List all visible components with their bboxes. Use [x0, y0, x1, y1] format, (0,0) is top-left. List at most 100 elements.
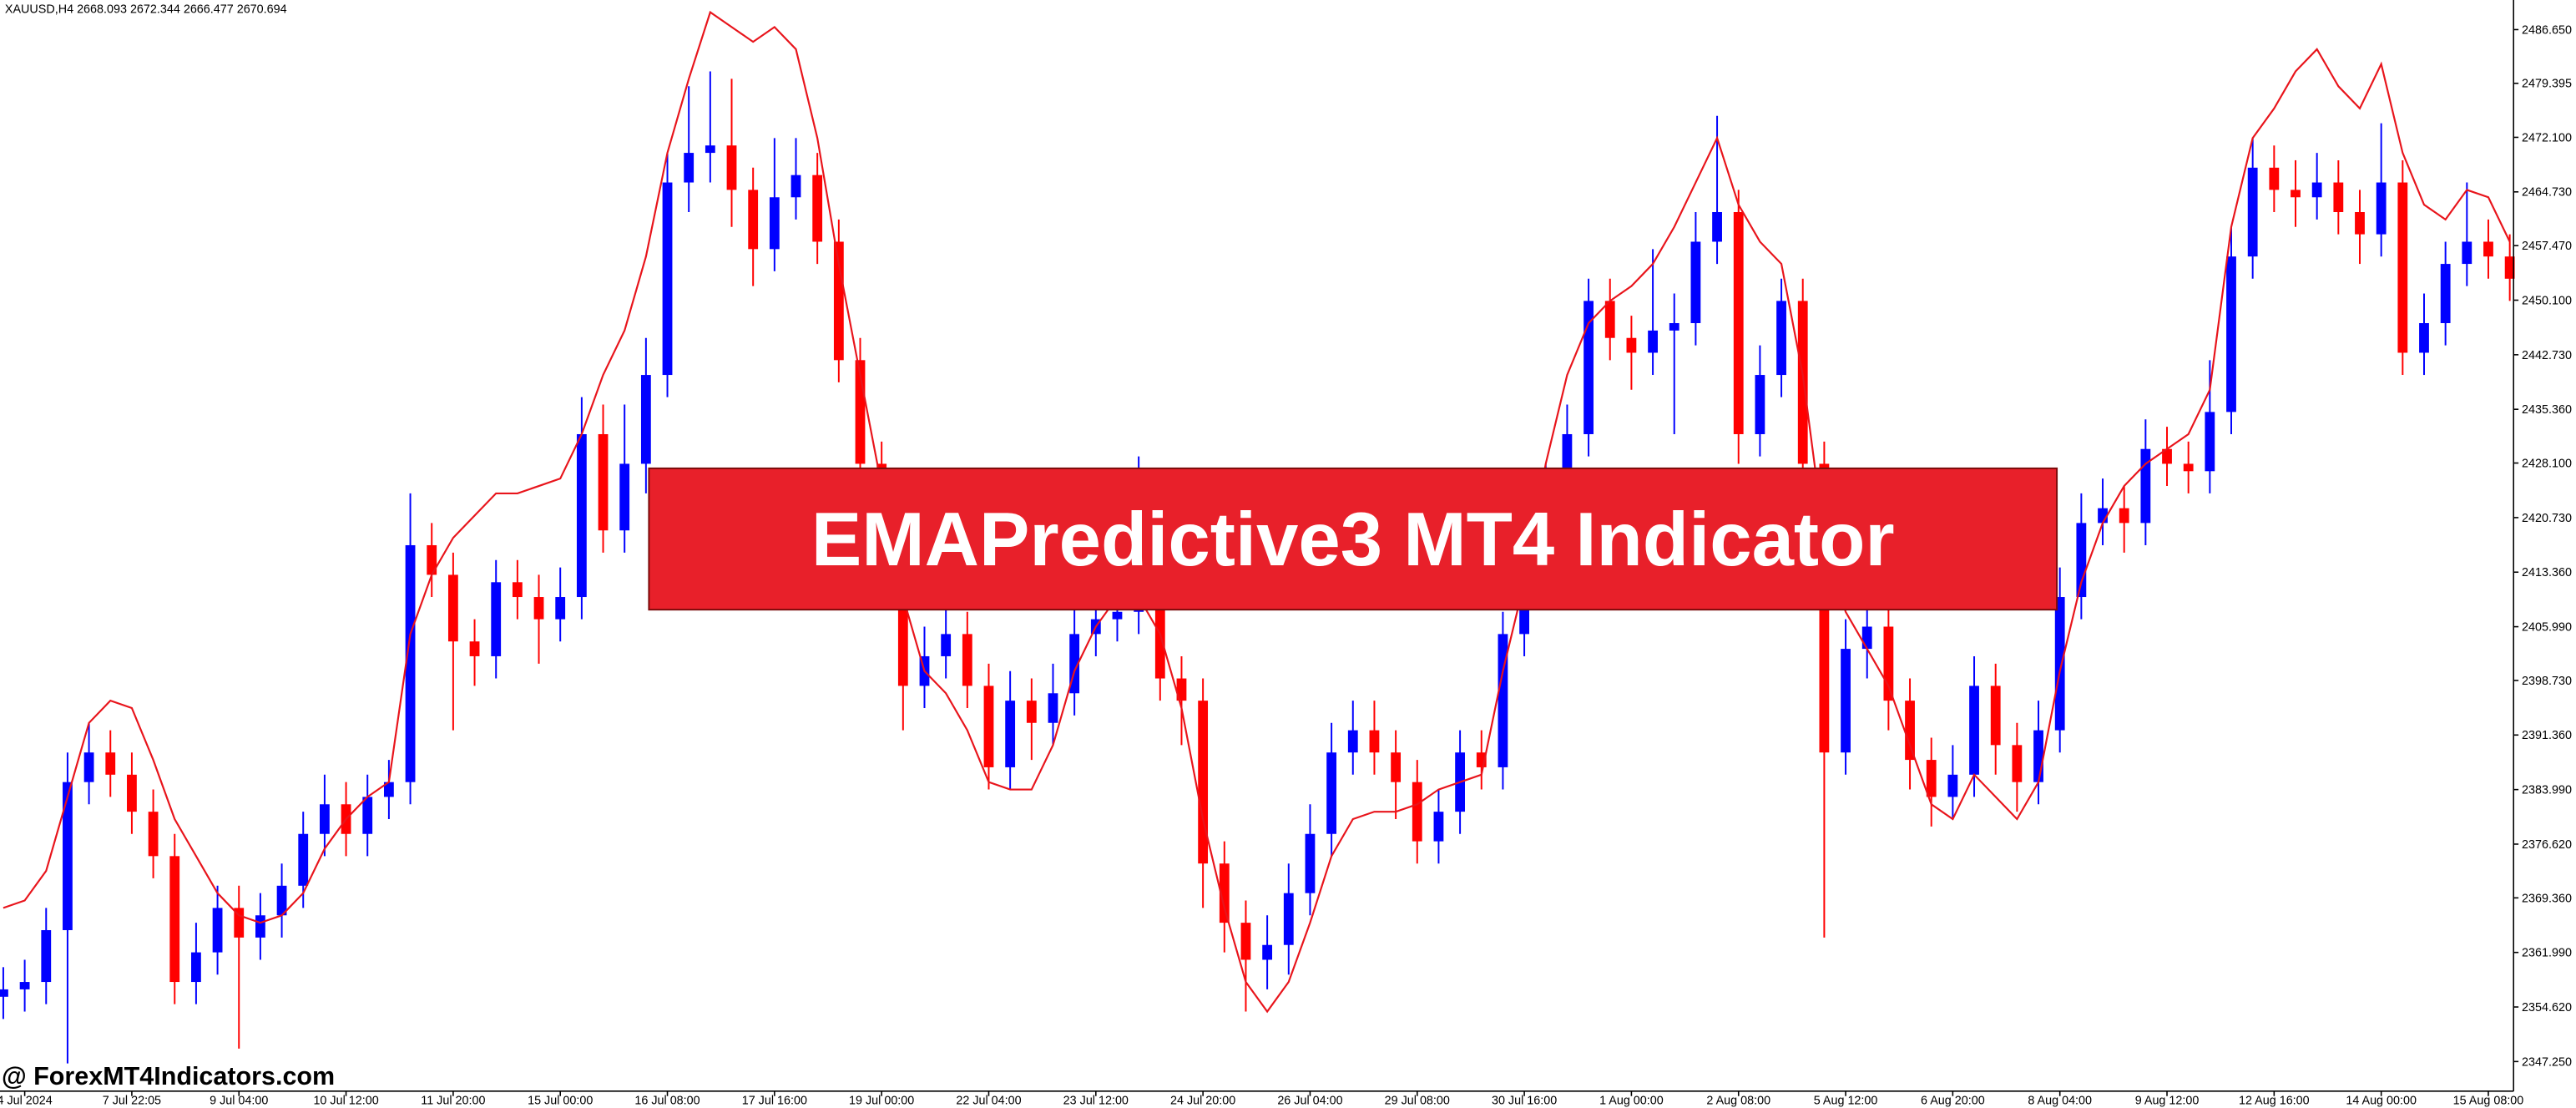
x-tick-label: 17 Jul 16:00 [742, 1095, 807, 1108]
candle-body [2205, 412, 2215, 472]
candle-body [833, 241, 844, 361]
x-tick-label: 7 Jul 22:05 [103, 1095, 161, 1108]
candle-body [1733, 212, 1744, 434]
x-tick-label: 6 Aug 20:00 [1921, 1095, 1985, 1108]
candle-body [1305, 833, 1316, 893]
candle-body [1347, 730, 1358, 753]
candle-body [1112, 611, 1123, 620]
candle-body [2376, 182, 2387, 235]
candle-body [1005, 701, 1016, 767]
candle-body [2119, 508, 2129, 524]
candle-body [1154, 597, 1165, 679]
candle-body [234, 908, 245, 938]
candle-body [533, 597, 544, 620]
candle-body [148, 812, 159, 857]
candle-body [598, 433, 609, 531]
y-tick-label: 2442.730 [2522, 349, 2572, 362]
x-tick-label: 15 Aug 08:00 [2453, 1095, 2524, 1108]
banner-text: EMAPredictive3 MT4 Indicator [811, 498, 1895, 582]
candle-body [1583, 301, 1594, 434]
symbol-header: XAUUSD,H4 2668.093 2672.344 2666.477 267… [5, 3, 287, 17]
y-tick-label: 2354.620 [2522, 1001, 2572, 1014]
candle-body [1240, 923, 1251, 960]
candle-body [1604, 301, 1615, 338]
candle-body [1219, 863, 1230, 923]
x-tick-label: 23 Jul 12:00 [1063, 1095, 1129, 1108]
candle-body [2098, 508, 2108, 524]
x-tick-label: 16 Jul 08:00 [634, 1095, 700, 1108]
x-tick-label: 10 Jul 12:00 [313, 1095, 378, 1108]
candle-body [362, 797, 373, 834]
candle-body [2291, 190, 2301, 198]
candle-body [1669, 322, 1679, 331]
y-tick-label: 2347.250 [2522, 1055, 2572, 1069]
candle-body [748, 190, 759, 250]
candle-body [662, 182, 673, 376]
candle-body [1326, 752, 1337, 834]
candle-body [1648, 330, 1658, 353]
candle-body [2226, 256, 2236, 412]
watermark: @ ForexMT4Indicators.com [2, 1062, 335, 1090]
candle-body [726, 145, 737, 190]
candle-body [2440, 264, 2451, 323]
candle-body [855, 360, 866, 464]
y-tick-label: 2405.990 [2522, 621, 2572, 635]
y-tick-label: 2398.730 [2522, 675, 2572, 688]
candle-body [2140, 448, 2151, 524]
candle-body [2333, 182, 2344, 213]
candle-body [576, 433, 587, 598]
x-tick-label: 5 Aug 12:00 [1814, 1095, 1878, 1108]
y-tick-label: 2369.360 [2522, 892, 2572, 905]
candle-body [1926, 760, 1937, 797]
candle-body [2504, 256, 2515, 279]
candle-body [1626, 337, 1637, 353]
candle-body [2076, 523, 2087, 598]
candle-body [962, 634, 972, 686]
y-tick-label: 2391.360 [2522, 729, 2572, 742]
candle-body [2012, 745, 2023, 782]
candle-body [1990, 686, 2001, 746]
candle-body [298, 833, 309, 886]
candle-body [2355, 212, 2365, 235]
y-tick-label: 2428.100 [2522, 457, 2572, 470]
x-tick-label: 29 Jul 08:00 [1385, 1095, 1450, 1108]
candle-body [684, 153, 695, 183]
banner [648, 467, 2058, 611]
indicator-line [3, 10, 2511, 1014]
x-tick-label: 22 Jul 04:00 [956, 1095, 1021, 1108]
x-tick-label: 26 Jul 04:00 [1277, 1095, 1342, 1108]
x-tick-label: 30 Jul 16:00 [1492, 1095, 1557, 1108]
candle-body [941, 634, 952, 656]
candle-body [1498, 634, 1508, 767]
candle-body [1841, 649, 1851, 753]
x-tick-label: 15 Jul 00:00 [528, 1095, 593, 1108]
y-tick-label: 2435.360 [2522, 403, 2572, 417]
candle-body [427, 544, 437, 575]
y-tick-label: 2376.620 [2522, 838, 2572, 852]
candle-body [83, 752, 94, 782]
candle-body [2033, 730, 2043, 782]
candle-body [1433, 812, 1444, 842]
y-tick-label: 2383.990 [2522, 784, 2572, 797]
candle-body [191, 952, 201, 983]
candle-body [1883, 626, 1894, 701]
candle-body [1198, 701, 1209, 864]
candle-body [2162, 448, 2172, 464]
candle-body [383, 782, 394, 797]
candle-body [1690, 241, 1701, 323]
y-tick-label: 2486.650 [2522, 23, 2572, 37]
x-tick-label: 24 Jul 20:00 [1170, 1095, 1235, 1108]
candle-body [983, 686, 994, 767]
candle-body [790, 175, 801, 198]
candle-body [705, 145, 715, 154]
candle-body [2311, 182, 2322, 198]
candle-body [276, 885, 287, 916]
candle-body [255, 915, 265, 938]
candle-body [1176, 678, 1187, 701]
candle-body [1283, 893, 1294, 945]
candle-body [169, 856, 180, 983]
candle-body [1797, 301, 1808, 464]
candle-body [1369, 730, 1380, 753]
y-tick-label: 2464.730 [2522, 186, 2572, 200]
